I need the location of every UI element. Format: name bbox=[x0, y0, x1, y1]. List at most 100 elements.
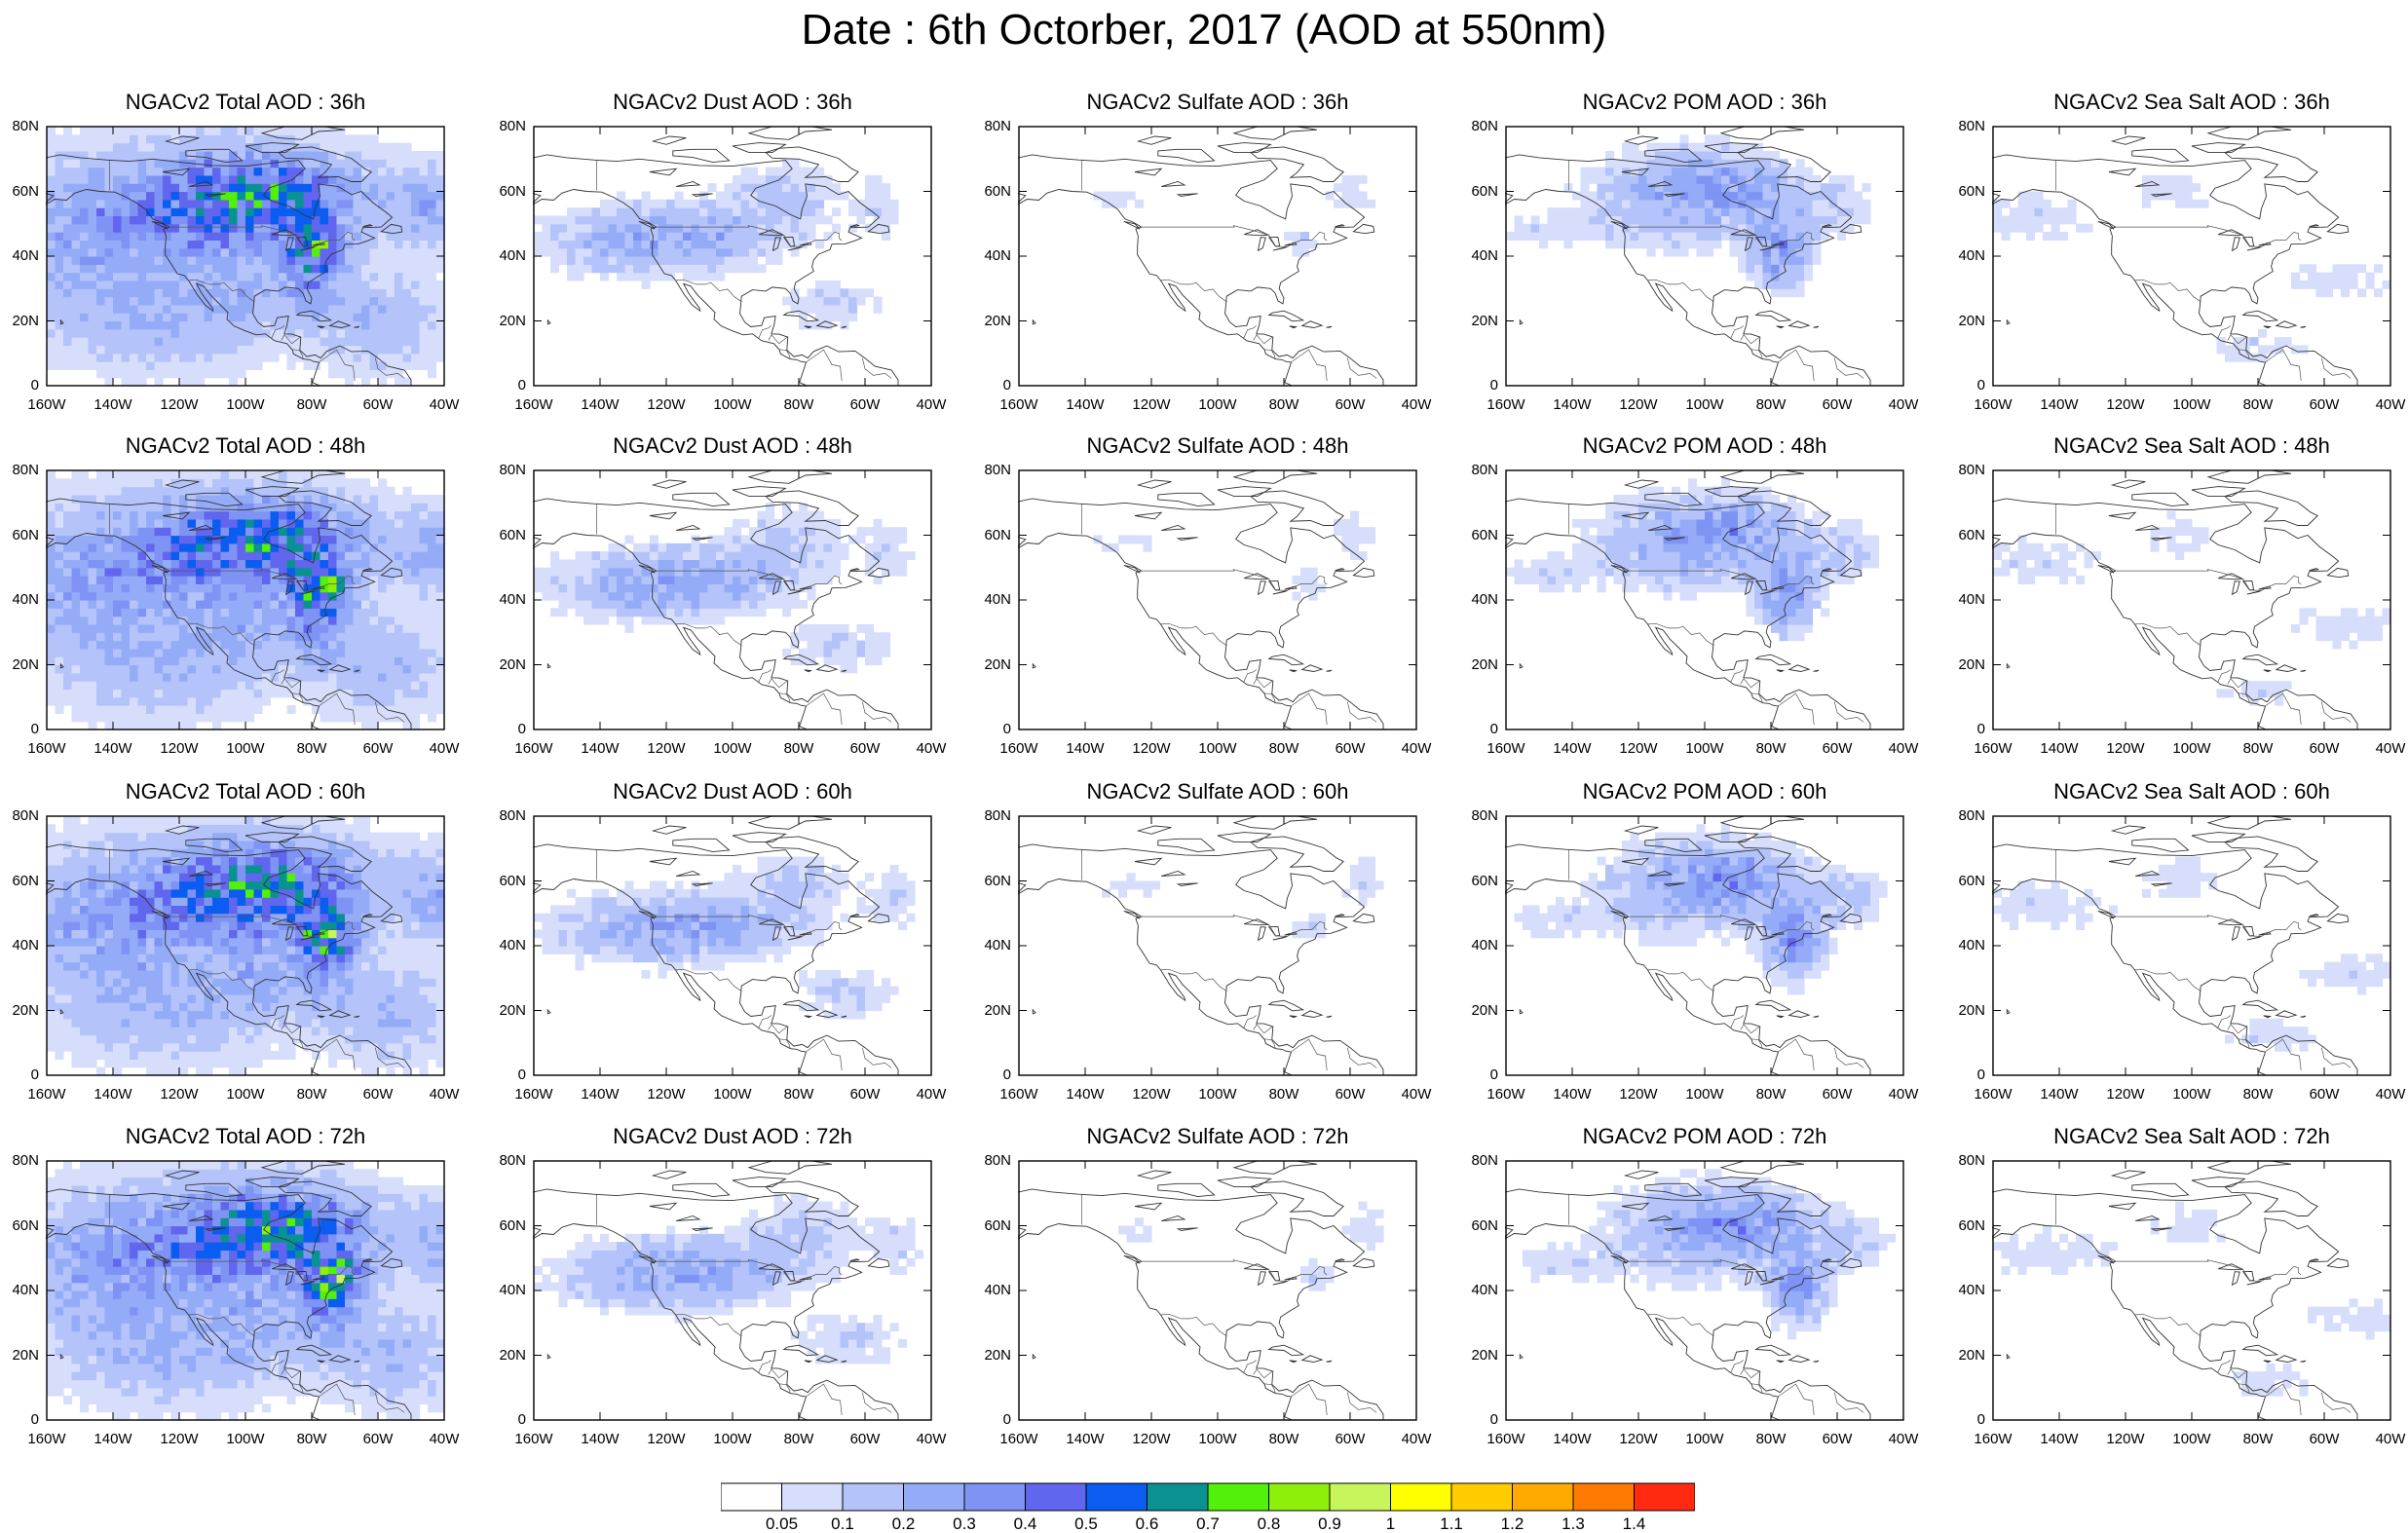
lat-tick-label: 60N bbox=[2, 874, 39, 889]
lon-tick-label: 140W bbox=[577, 1432, 623, 1447]
lon-tick-label: 100W bbox=[1194, 397, 1241, 413]
lon-tick-label: 60W bbox=[355, 1087, 401, 1103]
aod-map bbox=[533, 469, 932, 730]
lat-tick-label: 60N bbox=[1948, 184, 1985, 200]
lat-tick-label: 80N bbox=[1461, 808, 1498, 824]
lon-tick-label: 40W bbox=[1880, 397, 1927, 413]
aod-map bbox=[1505, 1160, 1904, 1421]
colorbar-box bbox=[1573, 1483, 1635, 1511]
colorbar-box bbox=[843, 1483, 904, 1511]
lon-tick-label: 100W bbox=[709, 741, 756, 757]
lat-tick-label: 20N bbox=[2, 657, 39, 673]
lat-tick-label: 0 bbox=[2, 1412, 39, 1428]
aod-map bbox=[46, 126, 445, 387]
lon-tick-label: 160W bbox=[1483, 397, 1529, 413]
lat-tick-label: 80N bbox=[489, 1153, 526, 1169]
colorbar-label: 1 bbox=[1362, 1515, 1420, 1533]
colorbar-label: 0.05 bbox=[753, 1515, 811, 1533]
map-frame bbox=[1993, 1161, 2390, 1420]
lon-tick-label: 140W bbox=[90, 397, 136, 413]
lon-tick-label: 160W bbox=[510, 741, 557, 757]
lon-tick-label: 80W bbox=[1748, 741, 1794, 757]
lon-tick-label: 160W bbox=[23, 1087, 70, 1103]
lat-tick-label: 20N bbox=[489, 1003, 526, 1019]
lat-tick-label: 40N bbox=[2, 1283, 39, 1298]
lat-tick-label: 40N bbox=[2, 592, 39, 608]
aod-field bbox=[1118, 1202, 1384, 1291]
lon-tick-label: 80W bbox=[1748, 397, 1794, 413]
colorbar-label: 0.4 bbox=[997, 1515, 1055, 1533]
lon-tick-label: 100W bbox=[2168, 1087, 2215, 1103]
aod-field bbox=[1993, 175, 2391, 362]
colorbar-label: 0.9 bbox=[1300, 1515, 1359, 1533]
lon-tick-label: 120W bbox=[2102, 397, 2149, 413]
lon-tick-label: 100W bbox=[709, 1087, 756, 1103]
lon-tick-label: 140W bbox=[2036, 1087, 2083, 1103]
panel-title: NGACv2 Sea Salt AOD : 48h bbox=[1954, 433, 2408, 459]
lat-tick-label: 0 bbox=[974, 1412, 1011, 1428]
lat-tick-label: 0 bbox=[974, 1067, 1011, 1083]
panel-title: NGACv2 Sea Salt AOD : 36h bbox=[1954, 90, 2408, 115]
lon-tick-label: 60W bbox=[2301, 397, 2348, 413]
lon-tick-label: 80W bbox=[775, 741, 822, 757]
colorbar-box bbox=[1330, 1483, 1391, 1511]
lat-tick-label: 40N bbox=[1461, 938, 1498, 953]
lon-tick-label: 140W bbox=[1062, 1432, 1109, 1447]
lon-tick-label: 140W bbox=[2036, 741, 2083, 757]
lon-tick-label: 80W bbox=[2235, 1432, 2281, 1447]
lon-tick-label: 120W bbox=[643, 1087, 690, 1103]
lon-tick-label: 100W bbox=[2168, 397, 2215, 413]
lon-tick-label: 60W bbox=[842, 397, 888, 413]
lat-tick-label: 20N bbox=[1461, 657, 1498, 673]
map-frame bbox=[1019, 816, 1416, 1075]
lon-tick-label: 60W bbox=[1814, 741, 1861, 757]
lat-tick-label: 20N bbox=[974, 1348, 1011, 1364]
colorbar-box bbox=[1026, 1483, 1087, 1511]
colorbar-box bbox=[721, 1483, 782, 1511]
lat-tick-label: 80N bbox=[2, 463, 39, 478]
lat-tick-label: 20N bbox=[1461, 314, 1498, 329]
lat-tick-label: 40N bbox=[489, 1283, 526, 1298]
lon-tick-label: 120W bbox=[156, 397, 203, 413]
lat-tick-label: 80N bbox=[2, 119, 39, 134]
panel-title: NGACv2 Total AOD : 36h bbox=[8, 90, 483, 115]
lat-tick-label: 60N bbox=[974, 1218, 1011, 1234]
lon-tick-label: 40W bbox=[1880, 741, 1927, 757]
lat-tick-label: 20N bbox=[1461, 1003, 1498, 1019]
lat-tick-label: 20N bbox=[489, 1348, 526, 1364]
lat-tick-label: 40N bbox=[974, 248, 1011, 264]
lon-tick-label: 40W bbox=[421, 397, 468, 413]
lat-tick-label: 60N bbox=[974, 874, 1011, 889]
aod-field bbox=[1993, 1202, 2391, 1397]
lat-tick-label: 40N bbox=[489, 592, 526, 608]
colorbar-label: 1.1 bbox=[1422, 1515, 1481, 1533]
lon-tick-label: 40W bbox=[2367, 1087, 2408, 1103]
lon-tick-label: 60W bbox=[842, 1087, 888, 1103]
aod-field bbox=[47, 1161, 445, 1421]
lon-tick-label: 60W bbox=[1814, 1432, 1861, 1447]
lon-tick-label: 80W bbox=[1748, 1432, 1794, 1447]
lon-tick-label: 140W bbox=[1062, 741, 1109, 757]
lon-tick-label: 40W bbox=[1393, 397, 1440, 413]
lon-tick-label: 100W bbox=[1681, 397, 1728, 413]
aod-map bbox=[1018, 1160, 1417, 1421]
lon-tick-label: 140W bbox=[1549, 397, 1596, 413]
panel-title: NGACv2 Total AOD : 60h bbox=[8, 779, 483, 804]
lat-tick-label: 0 bbox=[1461, 378, 1498, 393]
lon-tick-label: 120W bbox=[643, 741, 690, 757]
lat-tick-label: 60N bbox=[489, 528, 526, 543]
lat-tick-label: 20N bbox=[1461, 1348, 1498, 1364]
lat-tick-label: 20N bbox=[2, 314, 39, 329]
lat-tick-label: 40N bbox=[2, 248, 39, 264]
lon-tick-label: 160W bbox=[1483, 1432, 1529, 1447]
lon-tick-label: 60W bbox=[2301, 741, 2348, 757]
lon-tick-label: 100W bbox=[1681, 741, 1728, 757]
coastline bbox=[1018, 127, 1383, 386]
panel-title: NGACv2 Total AOD : 48h bbox=[8, 433, 483, 459]
lon-tick-label: 120W bbox=[1128, 1432, 1175, 1447]
lat-tick-label: 40N bbox=[1948, 248, 1985, 264]
lon-tick-label: 140W bbox=[2036, 397, 2083, 413]
lon-tick-label: 40W bbox=[421, 1432, 468, 1447]
lat-tick-label: 80N bbox=[1461, 1153, 1498, 1169]
lon-tick-label: 160W bbox=[996, 397, 1042, 413]
